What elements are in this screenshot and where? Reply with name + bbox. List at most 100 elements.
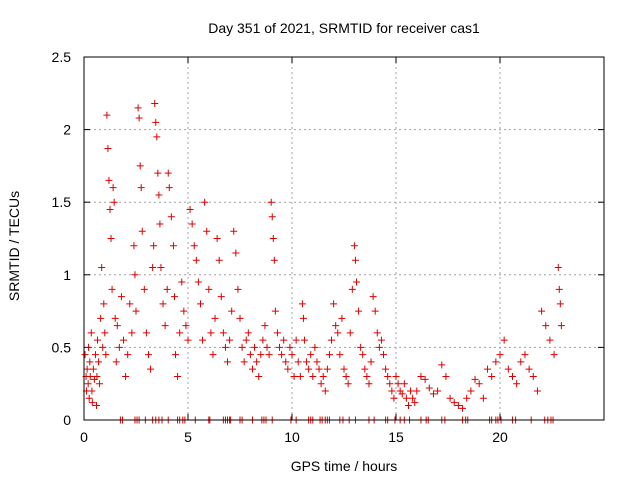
data-point (533, 387, 541, 395)
data-point (273, 329, 281, 337)
data-point (156, 220, 164, 228)
data-point (135, 114, 143, 122)
data-point (154, 169, 162, 177)
data-point (348, 285, 356, 293)
data-point (89, 365, 97, 373)
data-point (323, 365, 331, 373)
data-point (131, 271, 139, 279)
data-point (190, 242, 198, 250)
data-point (109, 184, 117, 192)
data-point (311, 343, 319, 351)
data-point (446, 394, 454, 402)
data-point (508, 372, 516, 380)
data-point (263, 343, 271, 351)
data-point (351, 256, 359, 264)
data-point (113, 322, 121, 330)
data-point (355, 307, 363, 315)
data-point (270, 256, 278, 264)
data-point (504, 365, 512, 373)
data-point (85, 343, 93, 351)
data-point (137, 184, 145, 192)
data-point (132, 307, 140, 315)
data-point (471, 375, 479, 383)
data-point (188, 220, 196, 228)
data-point (176, 329, 184, 337)
data-point (307, 351, 315, 359)
data-point (219, 329, 227, 337)
data-point (463, 394, 471, 402)
data-point (99, 343, 107, 351)
data-point (228, 307, 236, 315)
data-point (557, 322, 565, 330)
data-point (467, 387, 475, 395)
x-axis-label: GPS time / hours (291, 458, 398, 474)
data-point (98, 264, 106, 272)
data-point (382, 365, 390, 373)
y-tick-label: 1.5 (52, 194, 72, 210)
y-tick-label: 0 (63, 412, 71, 428)
data-point (120, 336, 128, 344)
data-point (488, 372, 496, 380)
data-point (400, 380, 408, 388)
data-point (346, 329, 354, 337)
data-point (359, 351, 367, 359)
data-point (186, 205, 194, 213)
data-point (92, 401, 100, 409)
data-point (484, 365, 492, 373)
data-point (209, 351, 217, 359)
data-point (259, 336, 267, 344)
data-point (303, 358, 311, 366)
data-point (180, 307, 188, 315)
data-point (413, 387, 421, 395)
data-point (392, 372, 400, 380)
data-point (411, 399, 419, 407)
data-point (404, 401, 412, 409)
data-point (313, 358, 321, 366)
data-point (421, 375, 429, 383)
data-point (153, 133, 161, 141)
data-point (87, 329, 95, 337)
data-point (110, 198, 118, 206)
data-point (205, 285, 213, 293)
data-point (104, 144, 112, 152)
data-point (267, 198, 275, 206)
data-point (361, 365, 369, 373)
data-point (152, 118, 160, 126)
data-point (288, 351, 296, 359)
data-point (88, 399, 96, 407)
data-point (244, 329, 252, 337)
data-point (402, 394, 410, 402)
chart-title: Day 351 of 2021, SRMTID for receiver cas… (208, 20, 480, 36)
data-point (517, 358, 525, 366)
data-point (163, 285, 171, 293)
data-point (213, 235, 221, 242)
data-point (332, 322, 340, 330)
data-point (199, 336, 207, 344)
data-point (170, 293, 178, 301)
data-point (338, 314, 346, 322)
data-point (296, 372, 304, 380)
data-point (380, 351, 388, 359)
y-axis-label: SRMTID / TECUs (6, 191, 22, 301)
data-point (161, 322, 169, 330)
data-point (86, 358, 94, 366)
data-point (365, 380, 373, 388)
data-point (112, 358, 120, 366)
data-point (86, 372, 94, 380)
data-point (521, 351, 529, 359)
data-point (126, 300, 134, 308)
data-point (425, 384, 433, 392)
data-point (386, 380, 394, 388)
data-point (122, 372, 130, 380)
data-point (203, 227, 211, 235)
data-point (108, 285, 116, 293)
data-point (215, 256, 223, 264)
data-point (371, 307, 379, 315)
data-point (442, 372, 450, 380)
data-point (124, 351, 132, 359)
data-point (164, 169, 172, 177)
data-point (230, 227, 238, 235)
y-tick-label: 2 (63, 122, 71, 138)
data-point (315, 365, 323, 373)
data-point (261, 322, 269, 330)
